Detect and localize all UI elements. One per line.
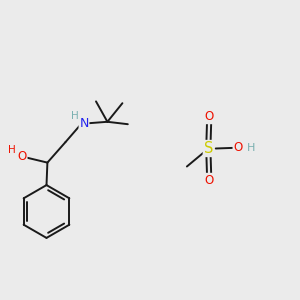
Text: O: O	[205, 173, 214, 187]
Text: O: O	[205, 110, 214, 124]
Text: O: O	[233, 141, 242, 154]
Text: H: H	[8, 145, 15, 155]
Text: N: N	[79, 117, 89, 130]
Text: O: O	[18, 150, 27, 163]
Text: S: S	[204, 141, 213, 156]
Text: H: H	[247, 142, 255, 153]
Text: H: H	[70, 111, 78, 121]
